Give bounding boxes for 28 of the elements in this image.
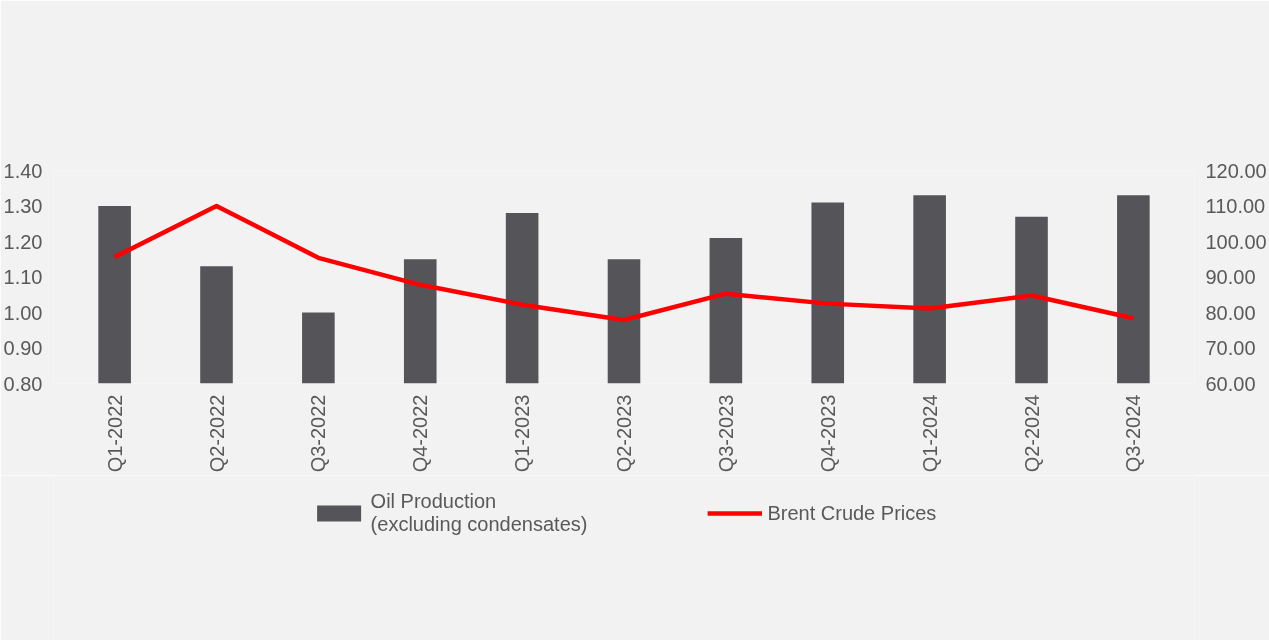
x-tick-label: Q3-2023: [714, 394, 737, 473]
x-tick-label: Q2-2023: [613, 394, 635, 473]
y2-tick-label: 70.00: [1205, 337, 1256, 359]
y2-tick-label: 110.00: [1205, 195, 1266, 217]
x-tick-label: Q1-2022: [103, 394, 126, 473]
x-tick-label: Q3-2024: [1122, 394, 1145, 473]
x-tick-label: Q1-2023: [511, 394, 534, 473]
x-tick-label: Q3-2022: [307, 394, 330, 473]
y-tick-label: 0.80: [3, 372, 43, 395]
y2-tick-label: 120.00: [1205, 159, 1267, 182]
y2-tick-label: 60.00: [1205, 372, 1256, 395]
x-tick-label: Q2-2022: [205, 394, 228, 473]
x-tick-label: Q4-2022: [409, 394, 432, 473]
y2-tick-label: 100.00: [1205, 230, 1267, 253]
y2-tick-label: 90.00: [1205, 266, 1256, 288]
y-tick-label: 1.40: [3, 159, 43, 182]
x-tick-label: Q4-2023: [816, 394, 839, 473]
legend-label: Oil Production (excluding condensates): [370, 490, 588, 536]
y-tick-label: 0.90: [3, 337, 43, 359]
line-series: [112, 203, 1136, 323]
x-tick-label: Q1-2024: [918, 394, 941, 473]
x-tick-label: Q2-2024: [1020, 394, 1043, 473]
y2-tick-label: 80.00: [1205, 301, 1256, 324]
y-tick-label: 1.30: [3, 195, 43, 217]
legend-label: Brent Crude Prices: [767, 501, 937, 525]
y-tick-label: 1.00: [3, 301, 43, 324]
y-tick-label: 1.10: [3, 266, 43, 288]
y-tick-label: 1.20: [3, 230, 43, 253]
